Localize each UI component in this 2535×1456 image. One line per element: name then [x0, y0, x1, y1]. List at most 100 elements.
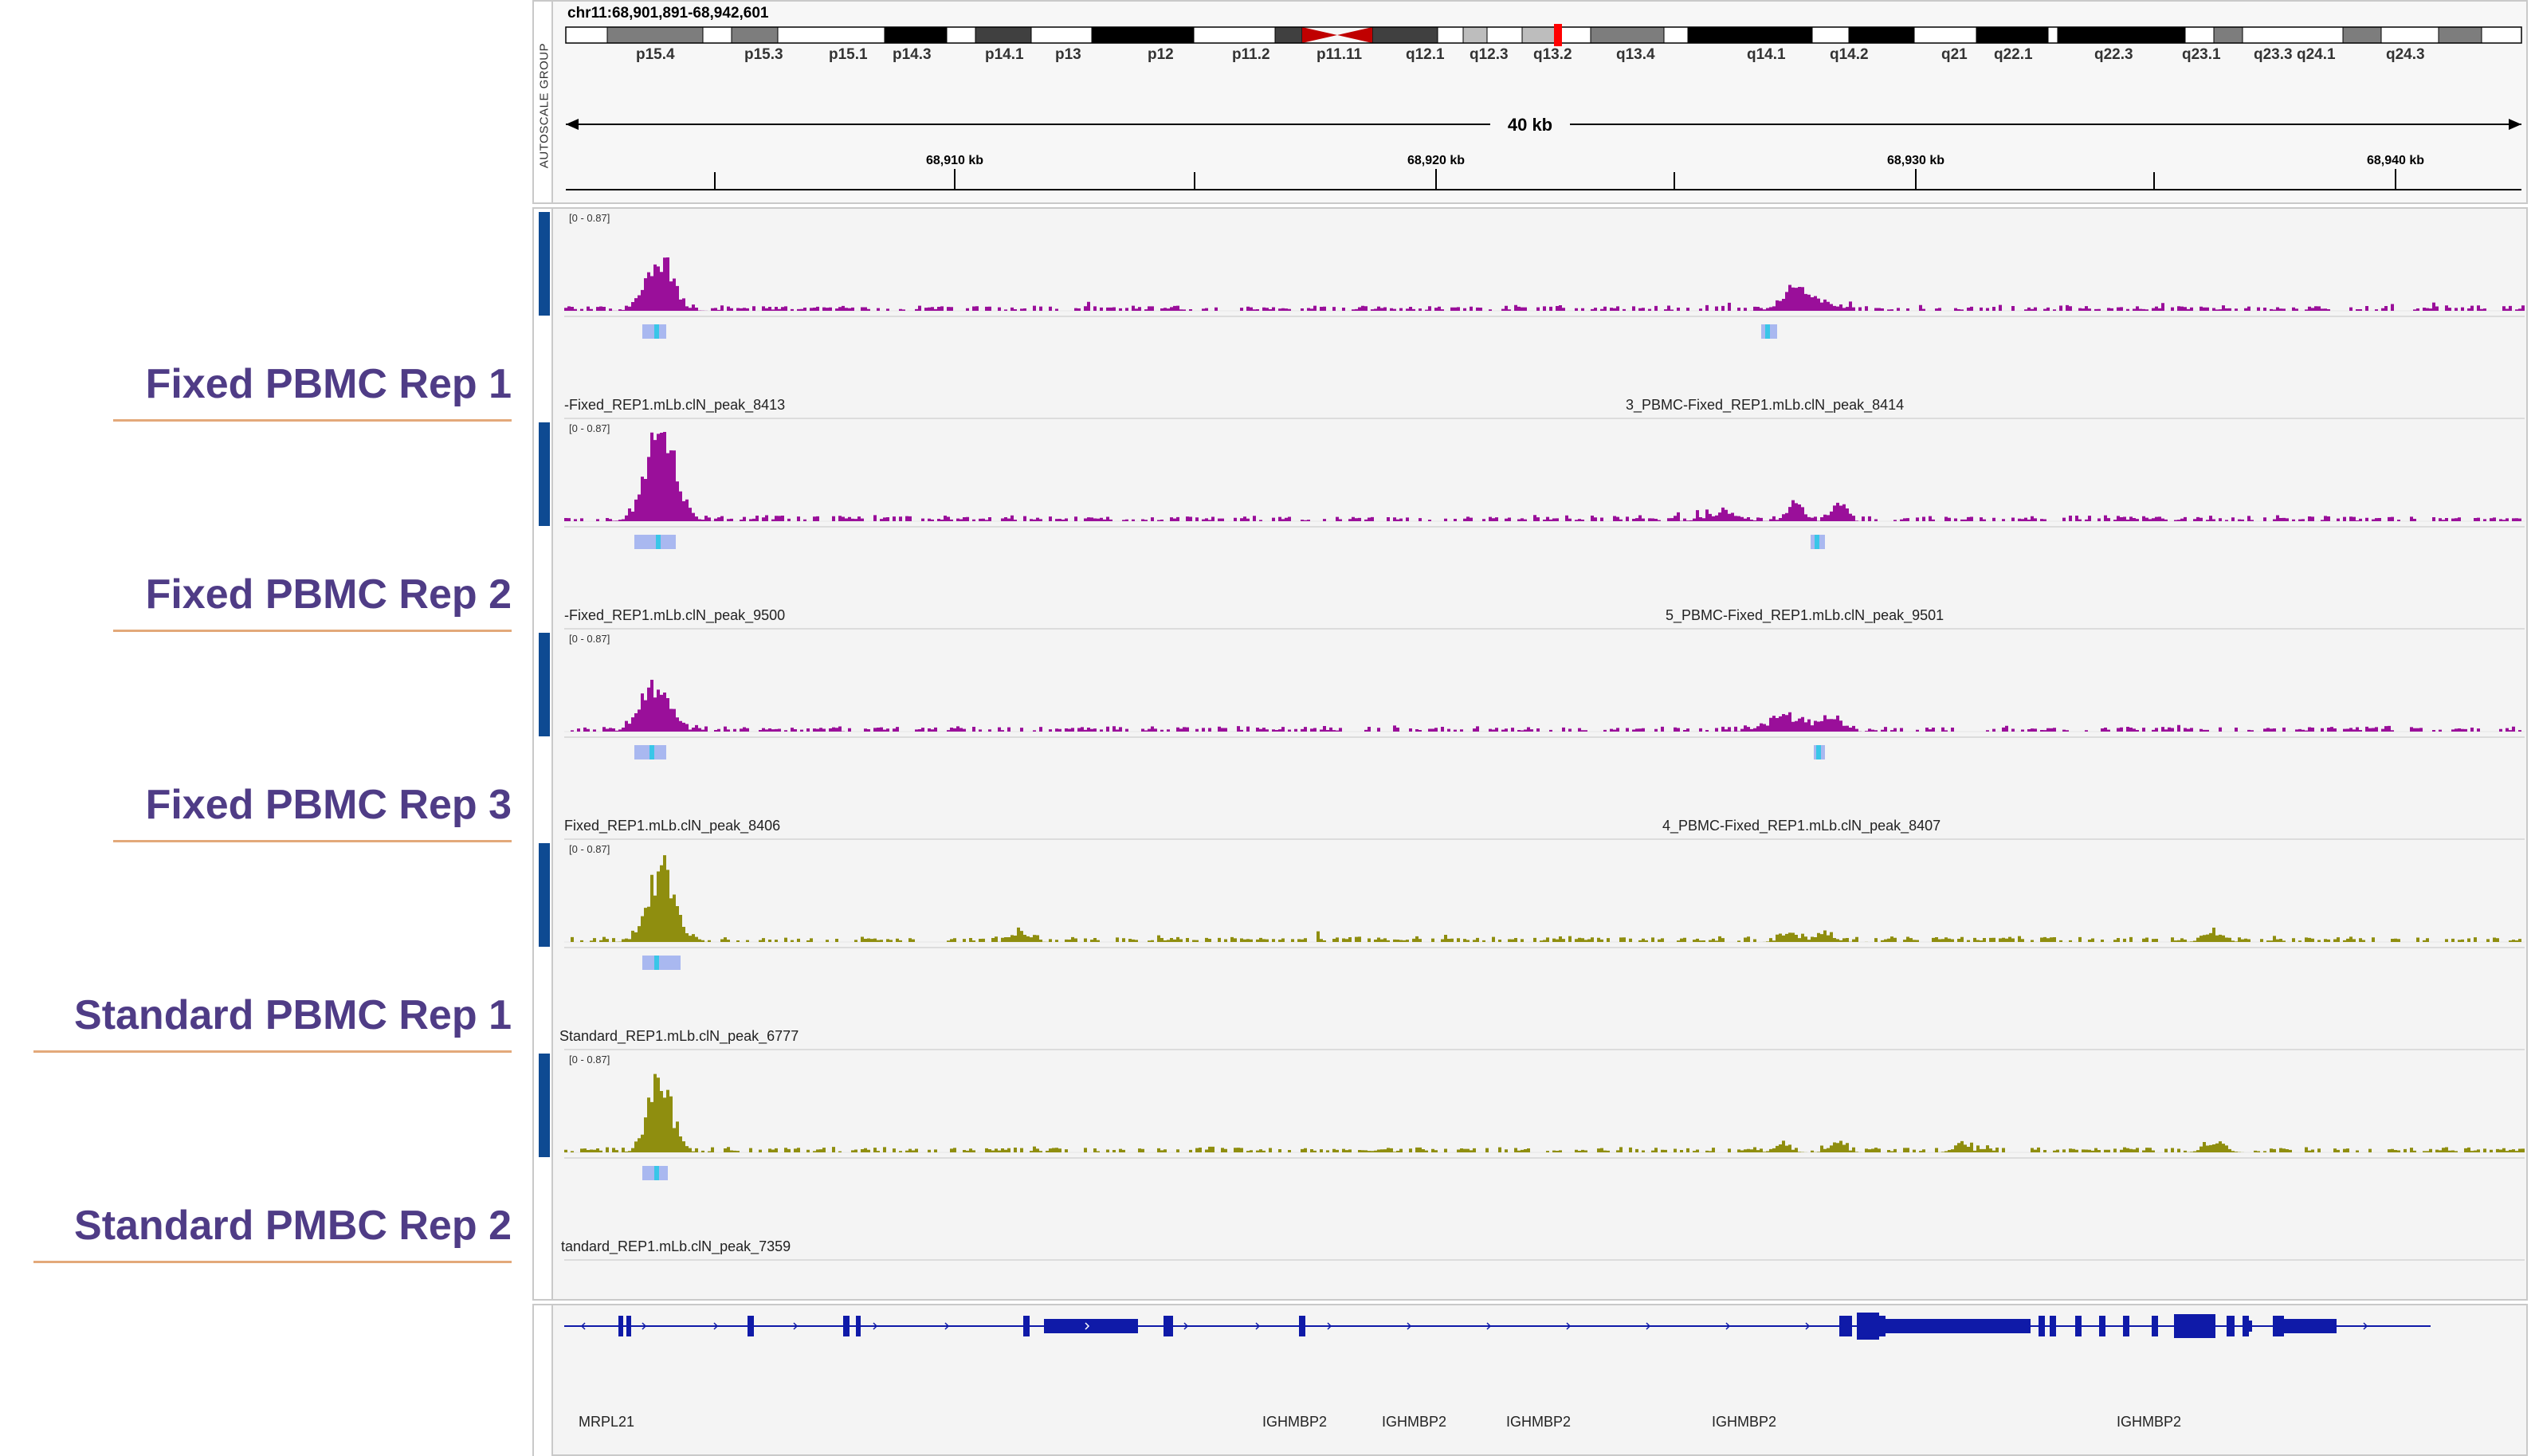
- cytoband-label: q14.1: [1747, 46, 1786, 63]
- coverage-signal: [564, 679, 2525, 732]
- track-separator: [564, 316, 2525, 317]
- centromere-left: [1302, 27, 1337, 43]
- sample-labels: Fixed PBMC Rep 1 Fixed PBMC Rep 2 Fixed …: [0, 0, 526, 1456]
- ideogram-panel[interactable]: AUTOSCALE GROUP chr11:68,901,891-68,942,…: [532, 0, 2528, 204]
- coverage-plot: [564, 257, 2525, 339]
- gene-exon: [1044, 1319, 1138, 1333]
- coverage-track[interactable]: [0 - 0.87] Standard_REP1.mLb.clN_peak_677…: [559, 840, 2525, 1050]
- track-separator: [564, 526, 2525, 528]
- ruler-tick-label: 68,930 kb: [1887, 154, 1944, 167]
- peak-summit: [1816, 745, 1821, 759]
- coverage-track[interactable]: [0 - 0.87] -Fixed_REP1.mLb.clN_peak_9500 5…: [564, 419, 2525, 630]
- track-selection-bar[interactable]: [539, 212, 550, 316]
- strand-chevron: [1183, 1322, 1189, 1330]
- cytoband-label: q21: [1941, 46, 1968, 63]
- gene-exon: [2075, 1316, 2082, 1336]
- cytoband: [702, 26, 732, 44]
- peak-summit: [1765, 324, 1770, 339]
- track-separator: [564, 838, 2525, 840]
- cytoband: [1590, 26, 1665, 44]
- cytoband-label: q24.3: [2386, 46, 2425, 63]
- strand-chevron: [2363, 1322, 2368, 1330]
- cytoband-label: q12.3: [1470, 46, 1509, 63]
- track-selection-bar[interactable]: [539, 1054, 550, 1157]
- cytoband-label: q23.1: [2182, 46, 2221, 63]
- peak-name-label[interactable]: tandard_REP1.mLb.clN_peak_7359: [561, 1238, 791, 1254]
- track-selection-bar[interactable]: [539, 633, 550, 736]
- peak-name-label[interactable]: -Fixed_REP1.mLb.clN_peak_8413: [564, 397, 786, 413]
- sample-label-fixed-rep3: Fixed PBMC Rep 3: [145, 782, 512, 828]
- coverage-signal: [564, 1073, 2525, 1152]
- track-separator: [564, 736, 2525, 738]
- track-data-range: [0 - 0.87]: [569, 843, 610, 855]
- coverage-plot: [564, 432, 2525, 549]
- gene-exon: [2249, 1321, 2252, 1332]
- peak-name-label[interactable]: Fixed_REP1.mLb.clN_peak_8406: [564, 818, 781, 834]
- peak-name-label[interactable]: Standard_REP1.mLb.clN_peak_6777: [559, 1028, 799, 1044]
- gene-model[interactable]: [534, 1305, 2526, 1456]
- strand-chevron: [1805, 1322, 1811, 1330]
- cytoband: [1521, 26, 1560, 44]
- cytoband-label: p15.3: [744, 46, 783, 63]
- cytoband: [731, 26, 779, 44]
- strand-chevron: [1255, 1322, 1261, 1330]
- span-arrow-right: [2509, 119, 2521, 130]
- gene-exon: [2099, 1316, 2105, 1336]
- gene-exon: [2273, 1316, 2284, 1336]
- sample-label-fixed-rep2: Fixed PBMC Rep 2: [145, 571, 512, 618]
- coverage-plot: [564, 855, 2525, 970]
- track-selection-bar[interactable]: [539, 843, 550, 947]
- cytoband-label: q14.2: [1830, 46, 1869, 63]
- cytoband-label: p15.4: [636, 46, 675, 63]
- strand-chevron: [713, 1322, 719, 1330]
- gene-label-ighmbp2: IGHMBP2: [1262, 1414, 1328, 1430]
- cytoband: [1913, 26, 1977, 44]
- gene-exon: [1879, 1316, 1886, 1336]
- data-tracks-panel[interactable]: [0 - 0.87] -Fixed_REP1.mLb.clN_peak_8413 3…: [532, 207, 2528, 1301]
- gene-annotation-panel[interactable]: MRPL21 IGHMBP2 IGHMBP2 IGHMBP2 IGHMBP2 I…: [532, 1304, 2528, 1456]
- sample-label-standard-rep2: Standard PMBC Rep 2: [74, 1203, 512, 1249]
- cytoband: [2438, 26, 2482, 44]
- cytoband: [2342, 26, 2382, 44]
- ideogram-outline: [565, 26, 2522, 44]
- coverage-track[interactable]: [0 - 0.87] Fixed_REP1.mLb.clN_peak_8406 4_…: [564, 630, 2525, 840]
- cytoband: [1976, 26, 2049, 44]
- gene-exon: [1857, 1313, 1879, 1340]
- gene-label-ighmbp2: IGHMBP2: [2117, 1414, 2182, 1430]
- cytoband-label: p15.1: [829, 46, 868, 63]
- peak-name-label[interactable]: -Fixed_REP1.mLb.clN_peak_9500: [564, 607, 786, 623]
- cytoband: [1687, 26, 1813, 44]
- cytoband: [1274, 26, 1303, 44]
- cytoband: [1091, 26, 1195, 44]
- strand-chevron: [642, 1322, 647, 1330]
- cytoband: [884, 26, 948, 44]
- peak-summit: [654, 1166, 659, 1180]
- cytoband: [2481, 26, 2522, 44]
- gene-exon: [856, 1316, 861, 1336]
- track-selection-bar[interactable]: [539, 422, 550, 526]
- gene-exon: [2152, 1316, 2158, 1336]
- cytoband: [1371, 26, 1438, 44]
- cytoband: [606, 26, 704, 44]
- peak-name-label[interactable]: 4_PBMC-Fixed_REP1.mLb.clN_peak_8407: [1662, 818, 1941, 834]
- cytoband-label: q13.4: [1616, 46, 1655, 63]
- coverage-track[interactable]: [0 - 0.87] tandard_REP1.mLb.clN_peak_7359: [561, 1050, 2525, 1261]
- cytoband: [2242, 26, 2344, 44]
- exon-strand-chevron: [1085, 1322, 1090, 1330]
- gene-exon: [1164, 1316, 1173, 1336]
- gene-exon: [626, 1316, 631, 1336]
- cytoband-label: p12: [1148, 46, 1174, 63]
- strand-chevron: [873, 1322, 878, 1330]
- chromosome-ideogram[interactable]: p15.4 p15.3 p15.1 p14.3 p14.1 p13 p12 p11.2 p11.…: [534, 2, 2526, 202]
- cytoband: [1486, 26, 1523, 44]
- coverage-track[interactable]: [0 - 0.87] -Fixed_REP1.mLb.clN_peak_8413 3…: [564, 209, 2525, 419]
- cytoband: [946, 26, 976, 44]
- peak-name-label[interactable]: 3_PBMC-Fixed_REP1.mLb.clN_peak_8414: [1626, 397, 1905, 413]
- gene-exon: [748, 1316, 754, 1336]
- gene-gutter: [534, 1305, 553, 1456]
- cytoband-label: q24.1: [2297, 46, 2336, 63]
- cytoband-label: p14.1: [985, 46, 1024, 63]
- peak-name-label[interactable]: 5_PBMC-Fixed_REP1.mLb.clN_peak_9501: [1666, 607, 1944, 623]
- strand-chevron: [1725, 1322, 1731, 1330]
- strand-chevron: [1566, 1322, 1572, 1330]
